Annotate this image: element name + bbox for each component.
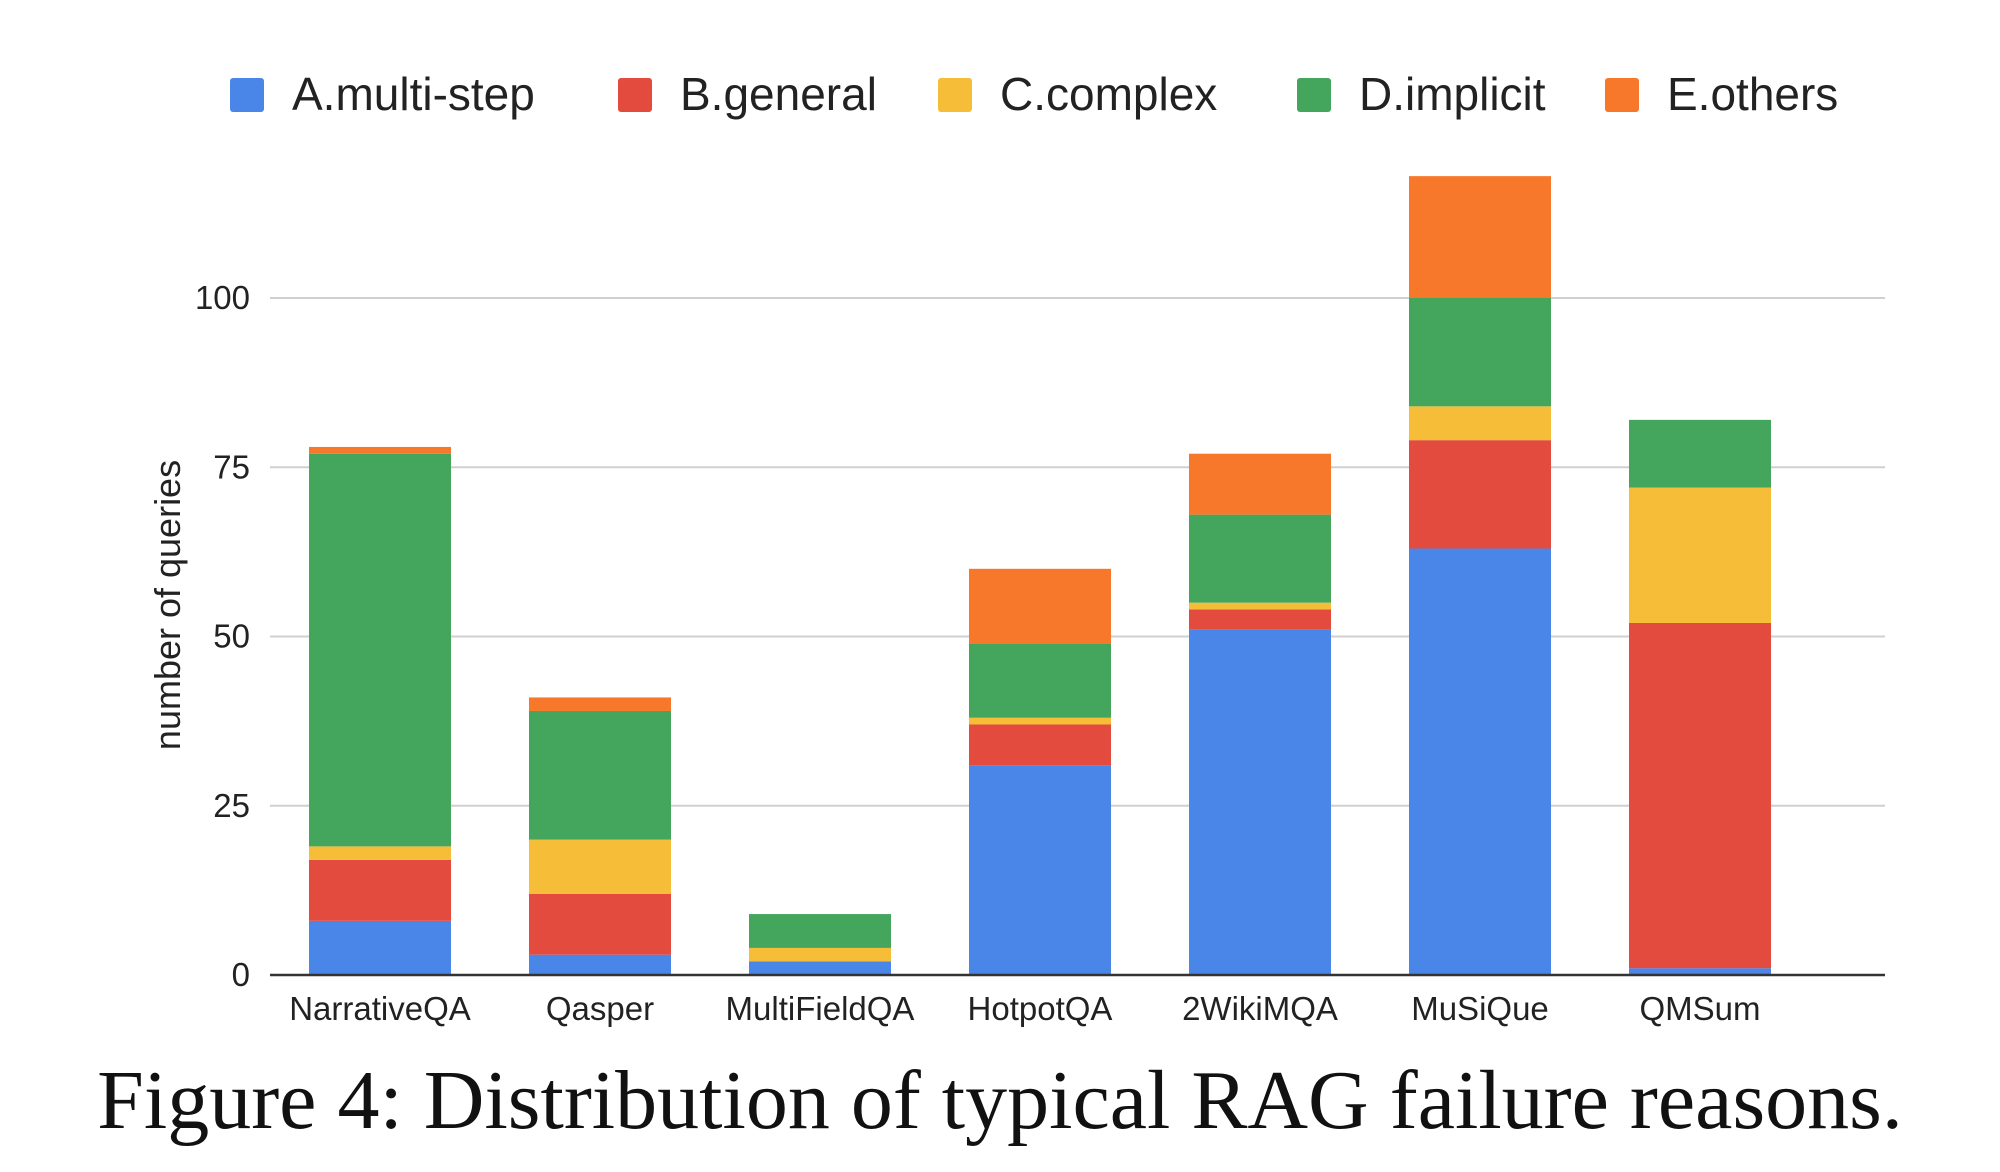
chart-legend: A.multi-step B.general C.complex D.implicit… <box>230 68 1838 120</box>
bar-segment <box>1409 176 1551 298</box>
y-axis-label: number of queries <box>147 460 188 750</box>
x-tick-label: Qasper <box>546 990 654 1027</box>
bar-segment <box>1409 548 1551 975</box>
bar-segment <box>529 697 671 711</box>
figure-caption: Figure 4: Distribution of typical RAG fa… <box>97 1054 1903 1147</box>
bar-segment <box>749 961 891 975</box>
bar-segment <box>1189 609 1331 630</box>
bar-segment <box>749 914 891 948</box>
y-tick-label: 0 <box>232 956 250 993</box>
legend-swatch <box>230 78 264 112</box>
legend-label: D.implicit <box>1359 68 1546 120</box>
legend-label: C.complex <box>1000 68 1217 120</box>
bar-segment <box>529 893 671 955</box>
bar-segment <box>1629 622 1771 969</box>
bar-segment <box>749 947 891 962</box>
chart-bars <box>309 176 1771 975</box>
y-tick-label: 25 <box>213 787 250 824</box>
bar-segment <box>969 717 1111 725</box>
bar-segment <box>1629 419 1771 488</box>
bar-segment <box>309 446 451 454</box>
bar-segment <box>309 453 451 847</box>
bar-segment <box>1189 602 1331 610</box>
legend-label: B.general <box>680 68 877 120</box>
bar-segment <box>1629 968 1771 975</box>
bar-segment <box>969 724 1111 766</box>
bar-segment <box>1629 487 1771 623</box>
bar-segment <box>1409 298 1551 407</box>
y-tick-label: 75 <box>213 448 250 485</box>
x-tick-label: NarrativeQA <box>289 990 471 1027</box>
legend-swatch <box>1605 78 1639 112</box>
x-tick-label: 2WikiMQA <box>1182 990 1338 1027</box>
bar-segment <box>1409 440 1551 549</box>
bar-segment <box>309 859 451 921</box>
y-tick-label: 100 <box>195 279 250 316</box>
legend-label: E.others <box>1667 68 1838 120</box>
x-tick-label: MuSiQue <box>1411 990 1549 1027</box>
legend-label: A.multi-step <box>292 68 535 120</box>
bar-segment <box>309 920 451 975</box>
bar-segment <box>1409 406 1551 441</box>
bar-segment <box>1189 453 1331 515</box>
legend-swatch <box>1297 78 1331 112</box>
legend-swatch <box>618 78 652 112</box>
bar-segment <box>309 846 451 860</box>
x-tick-label: HotpotQA <box>968 990 1113 1027</box>
y-tick-label: 50 <box>213 618 250 655</box>
bar-segment <box>1189 514 1331 603</box>
chart-axes: 0 25 50 75 100 NarrativeQA Qasper MultiFieldQA H… <box>195 279 1885 1027</box>
bar-segment <box>529 954 671 975</box>
legend-swatch <box>938 78 972 112</box>
bar-segment <box>969 765 1111 975</box>
x-tick-label: MultiFieldQA <box>726 990 915 1027</box>
bar-segment <box>969 643 1111 718</box>
bar-segment <box>969 568 1111 644</box>
bar-segment <box>1189 629 1331 975</box>
bar-segment <box>529 839 671 894</box>
bar-segment <box>529 710 671 840</box>
x-tick-label: QMSum <box>1639 990 1760 1027</box>
